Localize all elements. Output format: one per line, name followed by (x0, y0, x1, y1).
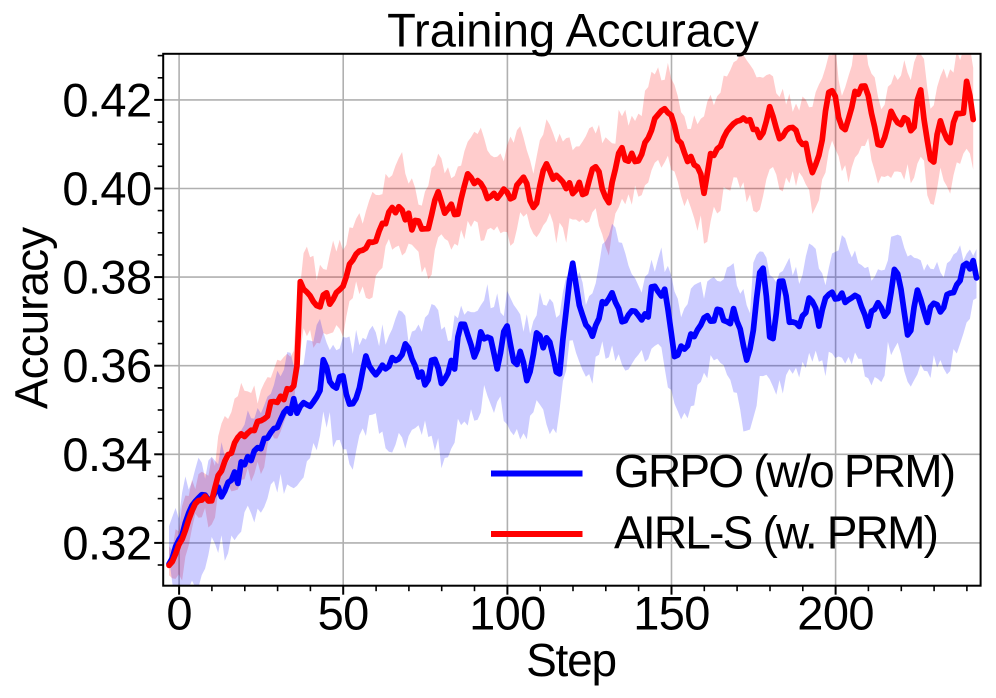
svg-text:200: 200 (797, 586, 874, 639)
svg-text:0.40: 0.40 (62, 162, 151, 215)
svg-text:0.42: 0.42 (62, 73, 151, 126)
svg-text:0: 0 (166, 586, 192, 639)
svg-text:0.38: 0.38 (62, 251, 151, 304)
svg-text:50: 50 (318, 586, 369, 639)
svg-text:100: 100 (469, 586, 546, 639)
svg-text:GRPO (w/o PRM): GRPO (w/o PRM) (614, 445, 954, 497)
svg-text:Step: Step (526, 634, 616, 686)
svg-text:0.36: 0.36 (62, 339, 151, 392)
svg-text:0.32: 0.32 (62, 516, 151, 569)
svg-text:0.34: 0.34 (62, 428, 151, 481)
svg-text:AIRL-S (w. PRM): AIRL-S (w. PRM) (614, 506, 937, 558)
svg-text:150: 150 (633, 586, 710, 639)
svg-text:Accuracy: Accuracy (6, 227, 58, 409)
svg-text:Training Accuracy: Training Accuracy (387, 4, 759, 57)
